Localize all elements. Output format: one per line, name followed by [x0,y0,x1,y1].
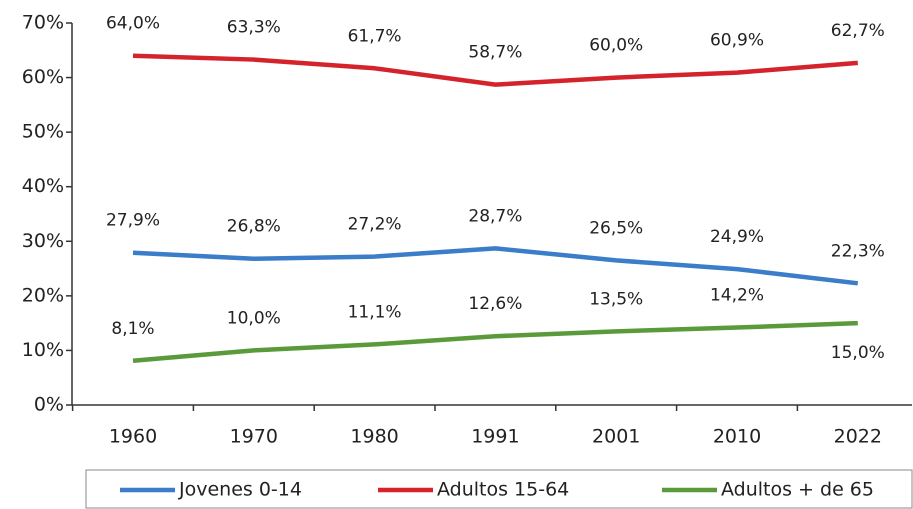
y-tick-label: 70% [22,12,64,34]
y-tick-label: 0% [34,394,64,416]
y-tick-label: 30% [22,230,64,252]
legend-label: Jovenes 0-14 [178,479,302,501]
data-label: 64,0% [106,14,160,34]
series-line [132,320,858,364]
data-label: 28,7% [468,206,522,226]
data-label: 12,6% [468,294,522,314]
data-label: 22,3% [831,241,885,261]
x-tick-label: 2010 [713,426,761,448]
data-label: 26,5% [589,218,643,238]
data-label: 26,8% [227,217,281,237]
series-line [132,53,858,87]
data-label: 8,1% [111,319,154,339]
x-tick-label: 1970 [230,426,278,448]
data-label: 60,9% [710,31,764,51]
data-label: 62,7% [831,21,885,41]
series-line [132,246,859,286]
y-tick-label: 40% [22,175,64,197]
data-label: 11,1% [348,302,402,322]
y-tick-label: 10% [22,339,64,361]
x-tick-label: 2022 [834,426,882,448]
legend-box [85,469,913,509]
data-label: 27,2% [348,215,402,235]
data-label: 60,0% [589,36,643,56]
y-tick-label: 50% [22,121,64,143]
data-label: 58,7% [468,43,522,63]
data-label: 10,0% [227,308,281,328]
data-label: 15,0% [831,343,885,363]
x-tick-label: 2001 [592,426,640,448]
legend-label: Adultos + de 65 [721,479,874,501]
data-label: 27,9% [106,211,160,231]
y-tick-label: 60% [22,66,64,88]
x-tick-label: 1960 [109,426,157,448]
data-label: 63,3% [227,18,281,38]
x-tick-label: 1991 [471,426,519,448]
x-tick-label: 1980 [350,426,398,448]
legend-label: Adultos 15-64 [437,479,569,501]
data-label: 24,9% [710,227,764,247]
data-label: 14,2% [710,286,764,306]
y-tick-label: 20% [22,284,64,306]
data-label: 13,5% [589,289,643,309]
data-label: 61,7% [348,26,402,46]
